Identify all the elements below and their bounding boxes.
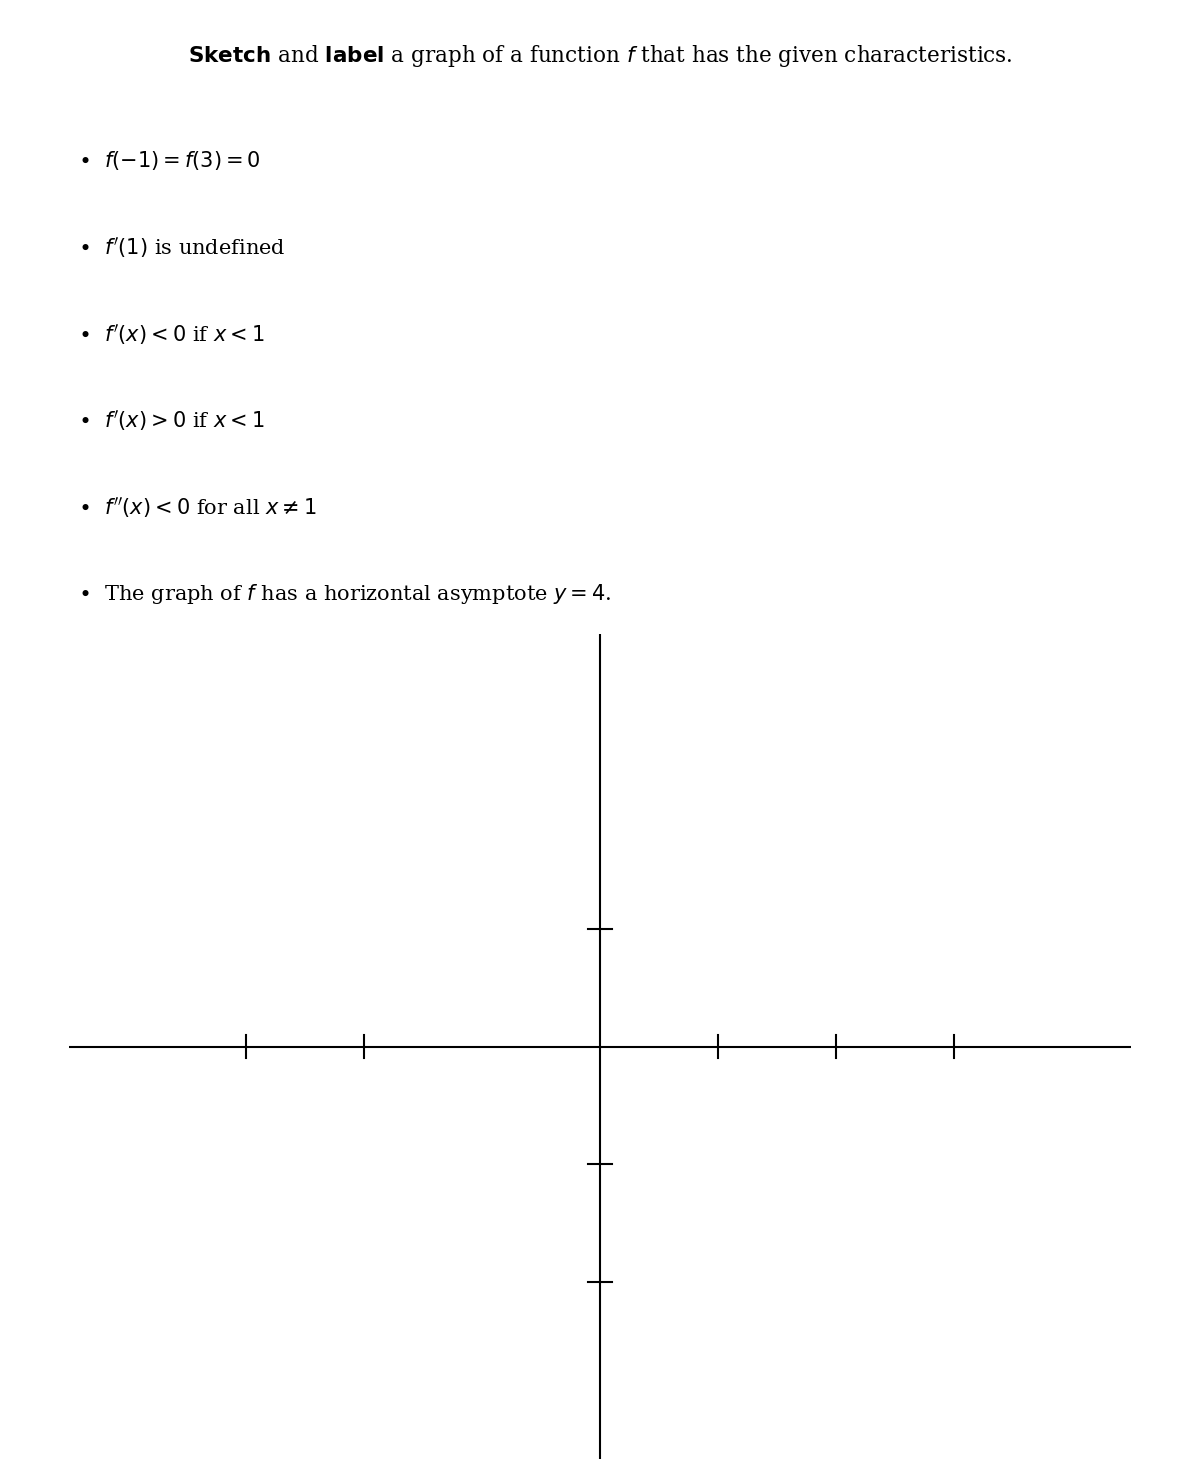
Text: $\bullet$  $f'(x) < 0$ if $x < 1$: $\bullet$ $f'(x) < 0$ if $x < 1$ (78, 321, 264, 346)
Text: $\bullet$  $f''(x) < 0$ for all $x \neq 1$: $\bullet$ $f''(x) < 0$ for all $x \neq 1… (78, 495, 317, 520)
Text: $\bullet$  The graph of $f$ has a horizontal asymptote $y = 4$.: $\bullet$ The graph of $f$ has a horizon… (78, 582, 612, 606)
Text: $\bf{Sketch}$ and $\bf{label}$ a graph of a function $f$ that has the given char: $\bf{Sketch}$ and $\bf{label}$ a graph o… (187, 43, 1013, 69)
Text: $\bullet$  $f'(x) > 0$ if $x < 1$: $\bullet$ $f'(x) > 0$ if $x < 1$ (78, 408, 264, 433)
Text: $\bullet$  $f'(1)$ is undefined: $\bullet$ $f'(1)$ is undefined (78, 236, 286, 259)
Text: $\bullet$  $f(-1) = f(3) = 0$: $\bullet$ $f(-1) = f(3) = 0$ (78, 149, 260, 172)
